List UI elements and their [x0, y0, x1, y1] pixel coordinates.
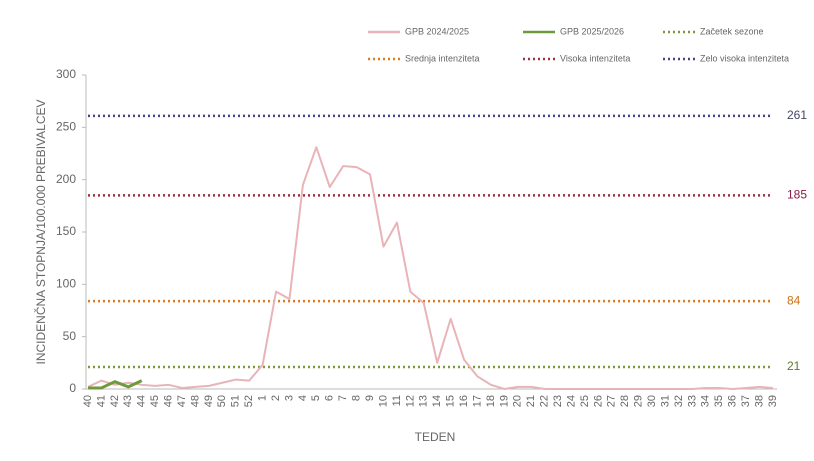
legend-label: Srednja intenziteta	[405, 53, 480, 63]
x-tick-label: 44	[136, 395, 148, 407]
x-tick-label: 39	[767, 395, 779, 407]
x-tick-label: 42	[109, 395, 121, 407]
x-tick-label: 5	[310, 395, 322, 401]
x-tick-label: 12	[404, 395, 416, 407]
x-tick-label: 41	[95, 395, 107, 407]
x-tick-label: 48	[189, 395, 201, 407]
x-tick-label: 18	[485, 395, 497, 407]
x-tick-label: 23	[552, 395, 564, 407]
x-tick-label: 16	[458, 395, 470, 407]
legend-label: Zelo visoka intenziteta	[700, 53, 789, 63]
x-axis-title: TEDEN	[415, 430, 456, 444]
x-tick-label: 38	[753, 395, 765, 407]
y-tick-label: 250	[56, 120, 76, 134]
x-tick-label: 31	[659, 395, 671, 407]
y-tick-label: 0	[69, 381, 76, 395]
x-tick-label: 6	[324, 395, 336, 401]
x-tick-label: 49	[203, 395, 215, 407]
x-tick-label: 17	[471, 395, 483, 407]
x-tick-label: 32	[673, 395, 685, 407]
x-tick-label: 22	[539, 395, 551, 407]
threshold-label: 21	[787, 359, 801, 373]
x-tick-label: 1	[257, 395, 269, 401]
x-tick-label: 26	[592, 395, 604, 407]
x-tick-label: 37	[740, 395, 752, 407]
threshold-label: 84	[787, 293, 801, 307]
x-tick-label: 43	[122, 395, 134, 407]
legend-label: GPB 2025/2026	[560, 26, 624, 36]
y-tick-label: 200	[56, 172, 76, 186]
x-tick-label: 50	[216, 395, 228, 407]
legend-label: GPB 2024/2025	[405, 26, 469, 36]
x-tick-label: 28	[619, 395, 631, 407]
x-tick-label: 11	[391, 395, 403, 406]
x-tick-label: 52	[243, 395, 255, 407]
x-tick-label: 33	[686, 395, 698, 407]
x-tick-label: 40	[82, 395, 94, 407]
x-tick-label: 25	[579, 395, 591, 407]
x-tick-label: 9	[364, 395, 376, 401]
x-tick-label: 7	[337, 395, 349, 401]
y-tick-label: 100	[56, 277, 76, 291]
series-line	[88, 379, 143, 390]
series-line	[87, 146, 774, 390]
x-tick-label: 29	[633, 395, 645, 407]
threshold-label: 185	[787, 188, 807, 202]
x-tick-label: 35	[713, 395, 725, 407]
x-tick-label: 36	[727, 395, 739, 407]
legend-label: Začetek sezone	[700, 26, 764, 36]
x-tick-label: 15	[445, 395, 457, 407]
y-tick-label: 300	[56, 67, 76, 81]
threshold-label: 261	[787, 108, 807, 122]
x-tick-label: 34	[700, 395, 712, 407]
x-tick-label: 4	[297, 395, 309, 401]
y-axis-title: INCIDENČNA STOPNJA/100.000 PREBIVALCEV	[33, 100, 48, 365]
x-tick-label: 14	[431, 395, 443, 407]
y-tick-label: 150	[56, 224, 76, 238]
x-tick-label: 30	[646, 395, 658, 407]
x-tick-label: 2	[270, 395, 282, 401]
x-tick-label: 19	[498, 395, 510, 407]
x-tick-label: 51	[230, 395, 242, 407]
x-tick-label: 21	[525, 395, 537, 407]
x-tick-label: 24	[565, 395, 577, 407]
x-tick-label: 10	[377, 395, 389, 407]
x-tick-label: 13	[418, 395, 430, 407]
x-tick-label: 45	[149, 395, 161, 407]
x-tick-label: 27	[606, 395, 618, 407]
y-tick-label: 50	[63, 329, 77, 343]
x-tick-label: 8	[351, 395, 363, 401]
x-tick-label: 20	[512, 395, 524, 407]
x-tick-label: 47	[176, 395, 188, 407]
x-tick-label: 3	[283, 395, 295, 401]
legend-label: Visoka intenziteta	[560, 53, 630, 63]
x-tick-label: 46	[162, 395, 174, 407]
